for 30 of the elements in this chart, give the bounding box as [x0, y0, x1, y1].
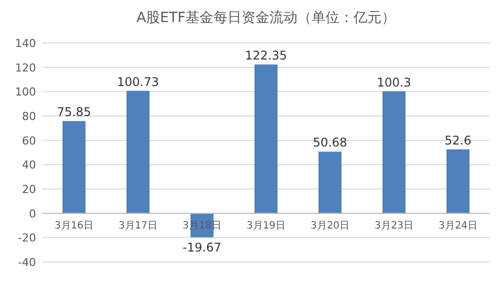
data-label: 100.3: [376, 75, 412, 90]
data-label: 52.6: [444, 133, 472, 148]
y-tick-label: -40: [18, 256, 36, 269]
x-tick-label: 3月16日: [54, 220, 94, 232]
y-tick-label: 140: [15, 37, 36, 50]
bar: [62, 121, 86, 214]
x-tick-label: 3月20日: [310, 220, 350, 232]
y-tick-label: 40: [22, 158, 36, 172]
bar: [318, 152, 342, 214]
x-tick-label: 3月24日: [438, 220, 478, 232]
x-tick-label: 3月19日: [246, 220, 286, 232]
bar: [382, 91, 406, 214]
y-tick-label: 60: [22, 134, 36, 148]
y-tick-label: 100: [15, 86, 36, 99]
x-tick-label: 3月17日: [118, 220, 158, 232]
y-tick-label: 120: [15, 61, 36, 74]
y-tick-label: -20: [18, 232, 36, 245]
bar: [254, 64, 278, 214]
bar: [126, 90, 150, 214]
data-label: 122.35: [245, 48, 287, 62]
data-label: 75.85: [56, 105, 92, 120]
y-tick-label: 80: [22, 110, 36, 123]
data-label: -19.67: [182, 240, 222, 254]
y-tick-label: 0: [29, 207, 36, 220]
data-label: 100.73: [117, 74, 159, 89]
x-tick-label: 3月23日: [374, 220, 414, 232]
data-label: 50.68: [312, 136, 348, 150]
chart-title: A股ETF基金每日资金流动（单位：亿元）: [136, 10, 396, 26]
y-tick-label: 20: [22, 183, 36, 196]
bar: [446, 149, 470, 214]
